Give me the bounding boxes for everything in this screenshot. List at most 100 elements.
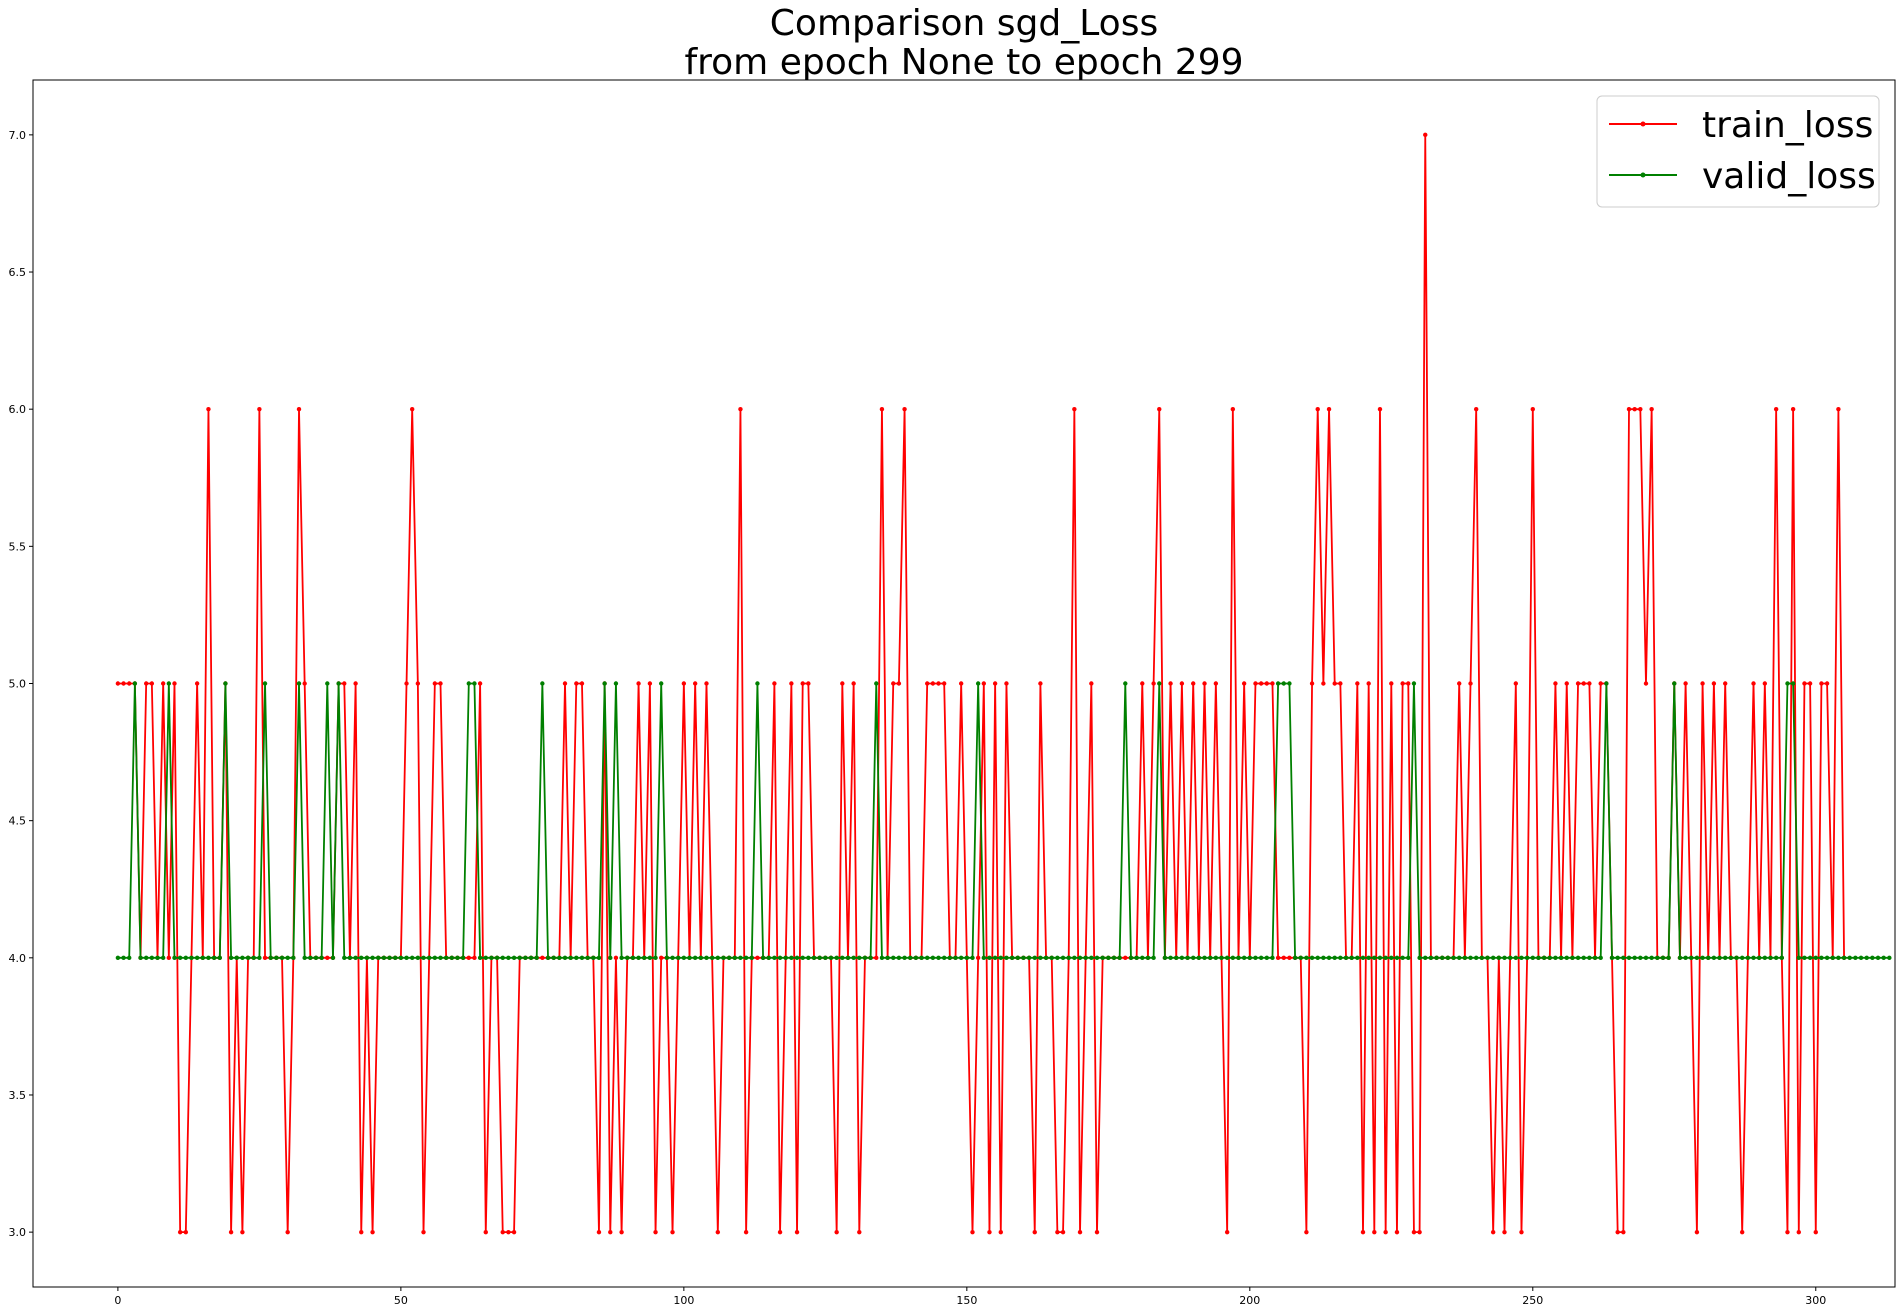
y-tick-label: 6.0 — [9, 403, 27, 416]
valid-loss-point — [1830, 955, 1835, 961]
train-loss-point — [1598, 681, 1603, 686]
valid-loss-point — [1298, 955, 1303, 961]
valid-loss-point — [925, 955, 930, 961]
valid-loss-point — [370, 955, 375, 961]
valid-loss-point — [387, 955, 392, 961]
train-loss-point — [1502, 1229, 1507, 1235]
y-tick-label: 5.5 — [9, 540, 27, 553]
train-loss-point — [1490, 1229, 1496, 1235]
valid-loss-point — [1824, 955, 1830, 961]
valid-loss-point — [132, 681, 138, 686]
valid-loss-point — [692, 955, 698, 961]
train-loss-point — [302, 681, 307, 686]
valid-loss-point — [194, 955, 200, 961]
valid-loss-point — [1326, 955, 1332, 961]
valid-loss-point — [608, 955, 613, 961]
x-tick-label: 100 — [673, 1294, 694, 1307]
x-tick-label: 50 — [394, 1294, 408, 1307]
valid-loss-point — [1632, 955, 1637, 961]
train-loss-point — [941, 681, 947, 686]
train-loss-point — [647, 681, 653, 686]
train-loss-point — [240, 1229, 245, 1235]
train-loss-point — [438, 681, 443, 686]
train-loss-point — [1836, 406, 1841, 412]
valid-loss-point — [460, 955, 466, 961]
valid-loss-point — [1570, 955, 1575, 961]
valid-loss-point — [477, 955, 483, 961]
valid-loss-point — [545, 955, 551, 961]
valid-loss-point — [1004, 955, 1009, 961]
train-loss-point — [1230, 406, 1236, 412]
train-loss-point — [1253, 681, 1258, 686]
valid-loss-point — [783, 955, 788, 961]
valid-loss-point — [709, 955, 715, 961]
valid-loss-point — [376, 955, 381, 961]
valid-loss-point — [574, 955, 579, 961]
valid-loss-point — [1349, 955, 1354, 961]
valid-loss-point — [1066, 955, 1071, 961]
train-loss-point — [1581, 681, 1586, 686]
valid-loss-point — [1683, 955, 1688, 961]
valid-loss-point — [1524, 955, 1530, 961]
train-loss-point — [1394, 1229, 1400, 1235]
valid-loss-point — [1519, 955, 1524, 961]
valid-loss-point — [698, 955, 704, 961]
valid-loss-point — [143, 955, 149, 961]
train-loss-point — [659, 955, 664, 961]
valid-loss-point — [1689, 955, 1694, 961]
valid-loss-point — [217, 955, 222, 961]
train-loss-point — [743, 1229, 749, 1235]
valid-loss-point — [1055, 955, 1060, 961]
train-loss-point — [1281, 955, 1286, 961]
train-loss-point — [936, 681, 941, 686]
train-loss-point — [715, 1229, 721, 1235]
train-loss-point — [421, 1229, 426, 1235]
valid-loss-point — [1756, 955, 1762, 961]
valid-loss-point — [1355, 955, 1360, 961]
valid-loss-point — [579, 955, 585, 961]
valid-loss-point — [364, 955, 370, 961]
valid-loss-point — [1021, 955, 1026, 961]
valid-loss-point — [1162, 955, 1168, 961]
valid-loss-point — [823, 955, 828, 961]
train-loss-point — [1530, 406, 1535, 412]
valid-loss-point — [421, 955, 426, 961]
train-loss-point — [143, 681, 149, 686]
train-loss-point — [1807, 681, 1813, 686]
valid-loss-point — [1807, 955, 1813, 961]
valid-loss-point — [1128, 955, 1134, 961]
x-tick-label: 150 — [956, 1294, 977, 1307]
valid-loss-point — [817, 955, 822, 961]
valid-loss-point — [1575, 955, 1581, 961]
train-loss-point — [257, 406, 262, 412]
valid-loss-point — [800, 955, 805, 961]
valid-loss-point — [1100, 955, 1105, 961]
valid-loss-point — [936, 955, 941, 961]
valid-loss-point — [1445, 955, 1451, 961]
valid-loss-point — [1887, 955, 1892, 961]
train-loss-point — [596, 1229, 602, 1235]
train-loss-point — [404, 681, 409, 686]
valid-loss-point — [1236, 955, 1241, 961]
train-loss-point — [692, 681, 698, 686]
train-loss-point — [353, 681, 358, 686]
x-tick-label: 250 — [1522, 1294, 1543, 1307]
valid-loss-point — [1338, 955, 1343, 961]
valid-loss-point — [1134, 955, 1139, 961]
valid-loss-point — [1853, 955, 1858, 961]
valid-loss-point — [1462, 955, 1468, 961]
valid-loss-point — [1332, 955, 1337, 961]
train-loss-point — [194, 681, 200, 686]
valid-loss-point — [268, 955, 273, 961]
train-loss-point — [1389, 681, 1394, 686]
valid-loss-point — [602, 681, 607, 686]
valid-loss-point — [1717, 955, 1722, 961]
train-loss-point — [794, 1229, 800, 1235]
valid-loss-point — [115, 955, 121, 961]
valid-loss-point — [992, 955, 998, 961]
train-loss-point — [262, 955, 268, 961]
train-loss-point — [857, 1229, 862, 1235]
valid-loss-point — [664, 955, 670, 961]
x-tick-label: 0 — [114, 1294, 121, 1307]
valid-loss-point — [308, 955, 313, 961]
